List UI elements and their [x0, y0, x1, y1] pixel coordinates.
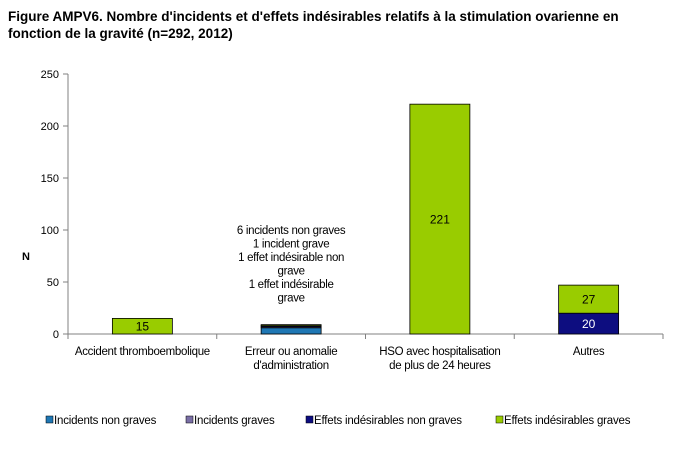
data-label: 27 [582, 293, 596, 307]
bars [111, 103, 620, 335]
data-label: 221 [430, 213, 450, 227]
legend-swatch [305, 415, 314, 424]
x-tick-label: HSO avec hospitalisation de plus de 24 he… [379, 346, 500, 372]
y-tick-label: 50 [47, 277, 59, 289]
x-tick-label: Autres [573, 346, 605, 358]
bar-segment [260, 327, 322, 335]
legend-label: Incidents graves [194, 415, 275, 427]
legend-swatch [185, 415, 194, 424]
data-labels: 15 221 20 27 6 incidents non graves 1 inciden… [136, 213, 596, 334]
x-tick-label: Accident thromboembolique [75, 346, 210, 358]
y-tick-label: 100 [41, 225, 59, 237]
legend: Incidents non graves Incidents graves Effe… [45, 415, 631, 427]
bar-segment [111, 317, 173, 335]
data-label: 20 [582, 317, 596, 331]
bar-segment [558, 284, 620, 314]
legend-label: Effets indésirables non graves [314, 415, 462, 427]
legend-swatch [495, 415, 504, 424]
y-axis-label: N [22, 251, 30, 263]
bar-segment [409, 103, 471, 335]
legend-swatch [45, 415, 54, 424]
legend-label: Incidents non graves [54, 415, 157, 427]
y-tick-label: 200 [41, 121, 59, 133]
bar-annotation: 6 incidents non graves 1 incident grave 1 … [237, 225, 346, 305]
data-label: 15 [136, 320, 150, 334]
bar-segment [260, 324, 322, 327]
chart-title: Figure AMPV6. Nombre d'incidents et d'ef… [8, 9, 619, 41]
y-tick-label: 150 [41, 173, 59, 185]
y-tick-label: 0 [53, 329, 59, 341]
y-tick-label: 250 [41, 69, 59, 81]
legend-label: Effets indésirables graves [504, 415, 631, 427]
x-tick-label: Erreur ou anomalie d'administration [245, 346, 337, 372]
